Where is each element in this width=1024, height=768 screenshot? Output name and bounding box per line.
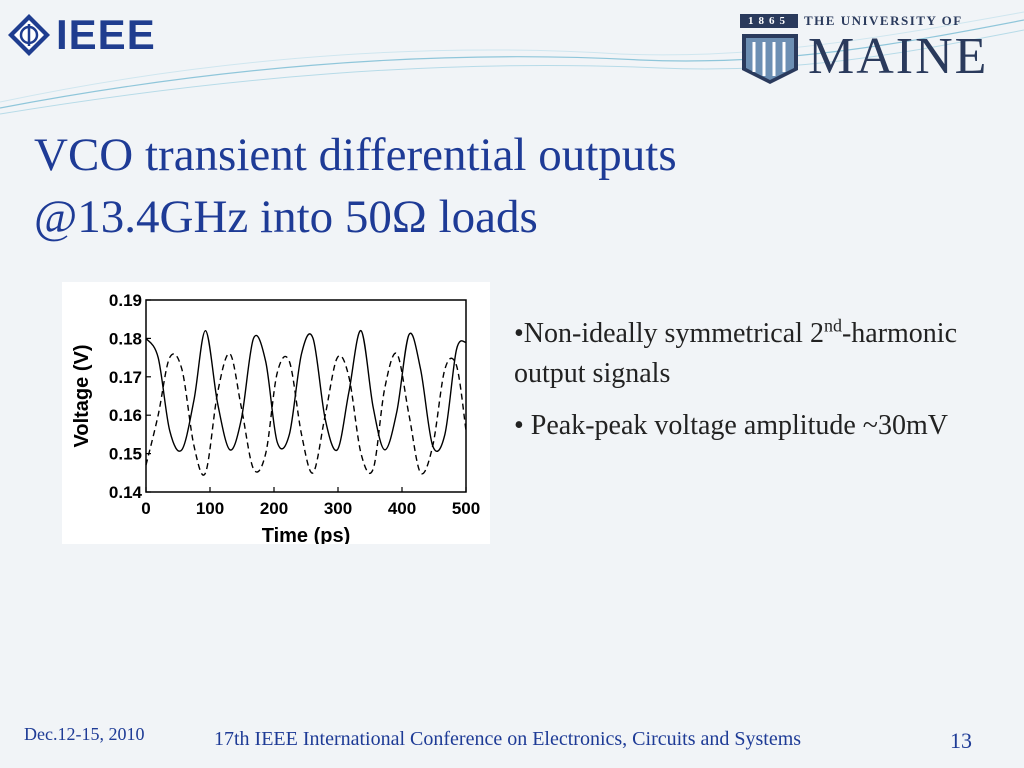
x-tick-label: 500: [452, 499, 480, 518]
bullet-list: •Non-ideally symmetrical 2nd-harmonic ou…: [514, 314, 984, 458]
maine-logo: 1865 THE UNIVERSITY OF MAINE: [740, 14, 1002, 88]
series-line-1-solid: [145, 330, 467, 452]
voltage-chart: 0 100 200 300 400 500 0.190.180.170.160.150.1…: [71, 291, 480, 547]
bullet-2-text: • Peak-peak voltage amplitude ~30mV: [514, 410, 948, 441]
ieee-logo: IEEE: [6, 12, 156, 58]
bullet-item-1: •Non-ideally symmetrical 2nd-harmonic ou…: [514, 314, 984, 394]
y-tick-label: 0.19: [109, 291, 142, 310]
voltage-chart-panel: 0 100 200 300 400 500 0.19 0.18 0.17 0.16 0.15 0.1…: [62, 282, 490, 547]
bullet-1-text-end: -harmonic output signals: [514, 318, 958, 389]
chart-series-layer: [145, 330, 467, 476]
x-tick-label: 300: [324, 499, 352, 518]
bullet-1-text: •Non-ideally symmetrical 2: [514, 318, 824, 349]
bullet-1-superscript: nd: [823, 315, 842, 336]
x-tick-label: 400: [388, 499, 416, 518]
y-tick-label: 0.14: [109, 483, 143, 502]
bullet-item-2: • Peak-peak voltage amplitude ~30mV: [514, 406, 984, 446]
y-tick-label: 0.16: [109, 406, 142, 425]
maine-logo-name: MAINE: [808, 28, 989, 85]
x-tick-label: 0: [141, 499, 150, 518]
y-tick-label: 0.15: [109, 445, 142, 464]
plot-frame: [145, 299, 467, 493]
maine-logo-university: THE UNIVERSITY OF: [804, 13, 963, 28]
slide-title: VCO transient differential outputs @13.4…: [34, 124, 794, 248]
x-tick-label: 100: [196, 499, 224, 518]
x-tick-label: 200: [260, 499, 288, 518]
series-line-2-dashed: [145, 352, 467, 476]
footer-date: Dec.12-15, 2010: [24, 724, 145, 744]
maine-shield-icon: [742, 34, 798, 84]
x-axis-ticks: 0 100 200 300 400 500: [141, 487, 480, 518]
slide-number: 13: [950, 728, 972, 753]
y-axis-ticks: 0.19 0.18 0.17 0.16 0.15 0.14: [109, 291, 151, 502]
maine-logo-year: 1865: [740, 14, 798, 28]
x-axis-label: Time (ps): [262, 525, 351, 544]
header-swoosh: [0, 11, 1024, 115]
y-tick-label: 0.18: [109, 329, 142, 348]
slide-title-line1: VCO transient differential outputs: [34, 129, 677, 181]
ieee-logo-text: IEEE: [56, 11, 156, 58]
y-tick-label: 0.17: [109, 368, 142, 387]
slide-title-line2: @13.4GHz into 50Ω loads: [34, 191, 538, 243]
y-axis-label: Voltage (V): [71, 345, 93, 448]
ieee-diamond-icon: [8, 14, 50, 56]
footer-conference: 17th IEEE International Conference on El…: [214, 728, 802, 750]
